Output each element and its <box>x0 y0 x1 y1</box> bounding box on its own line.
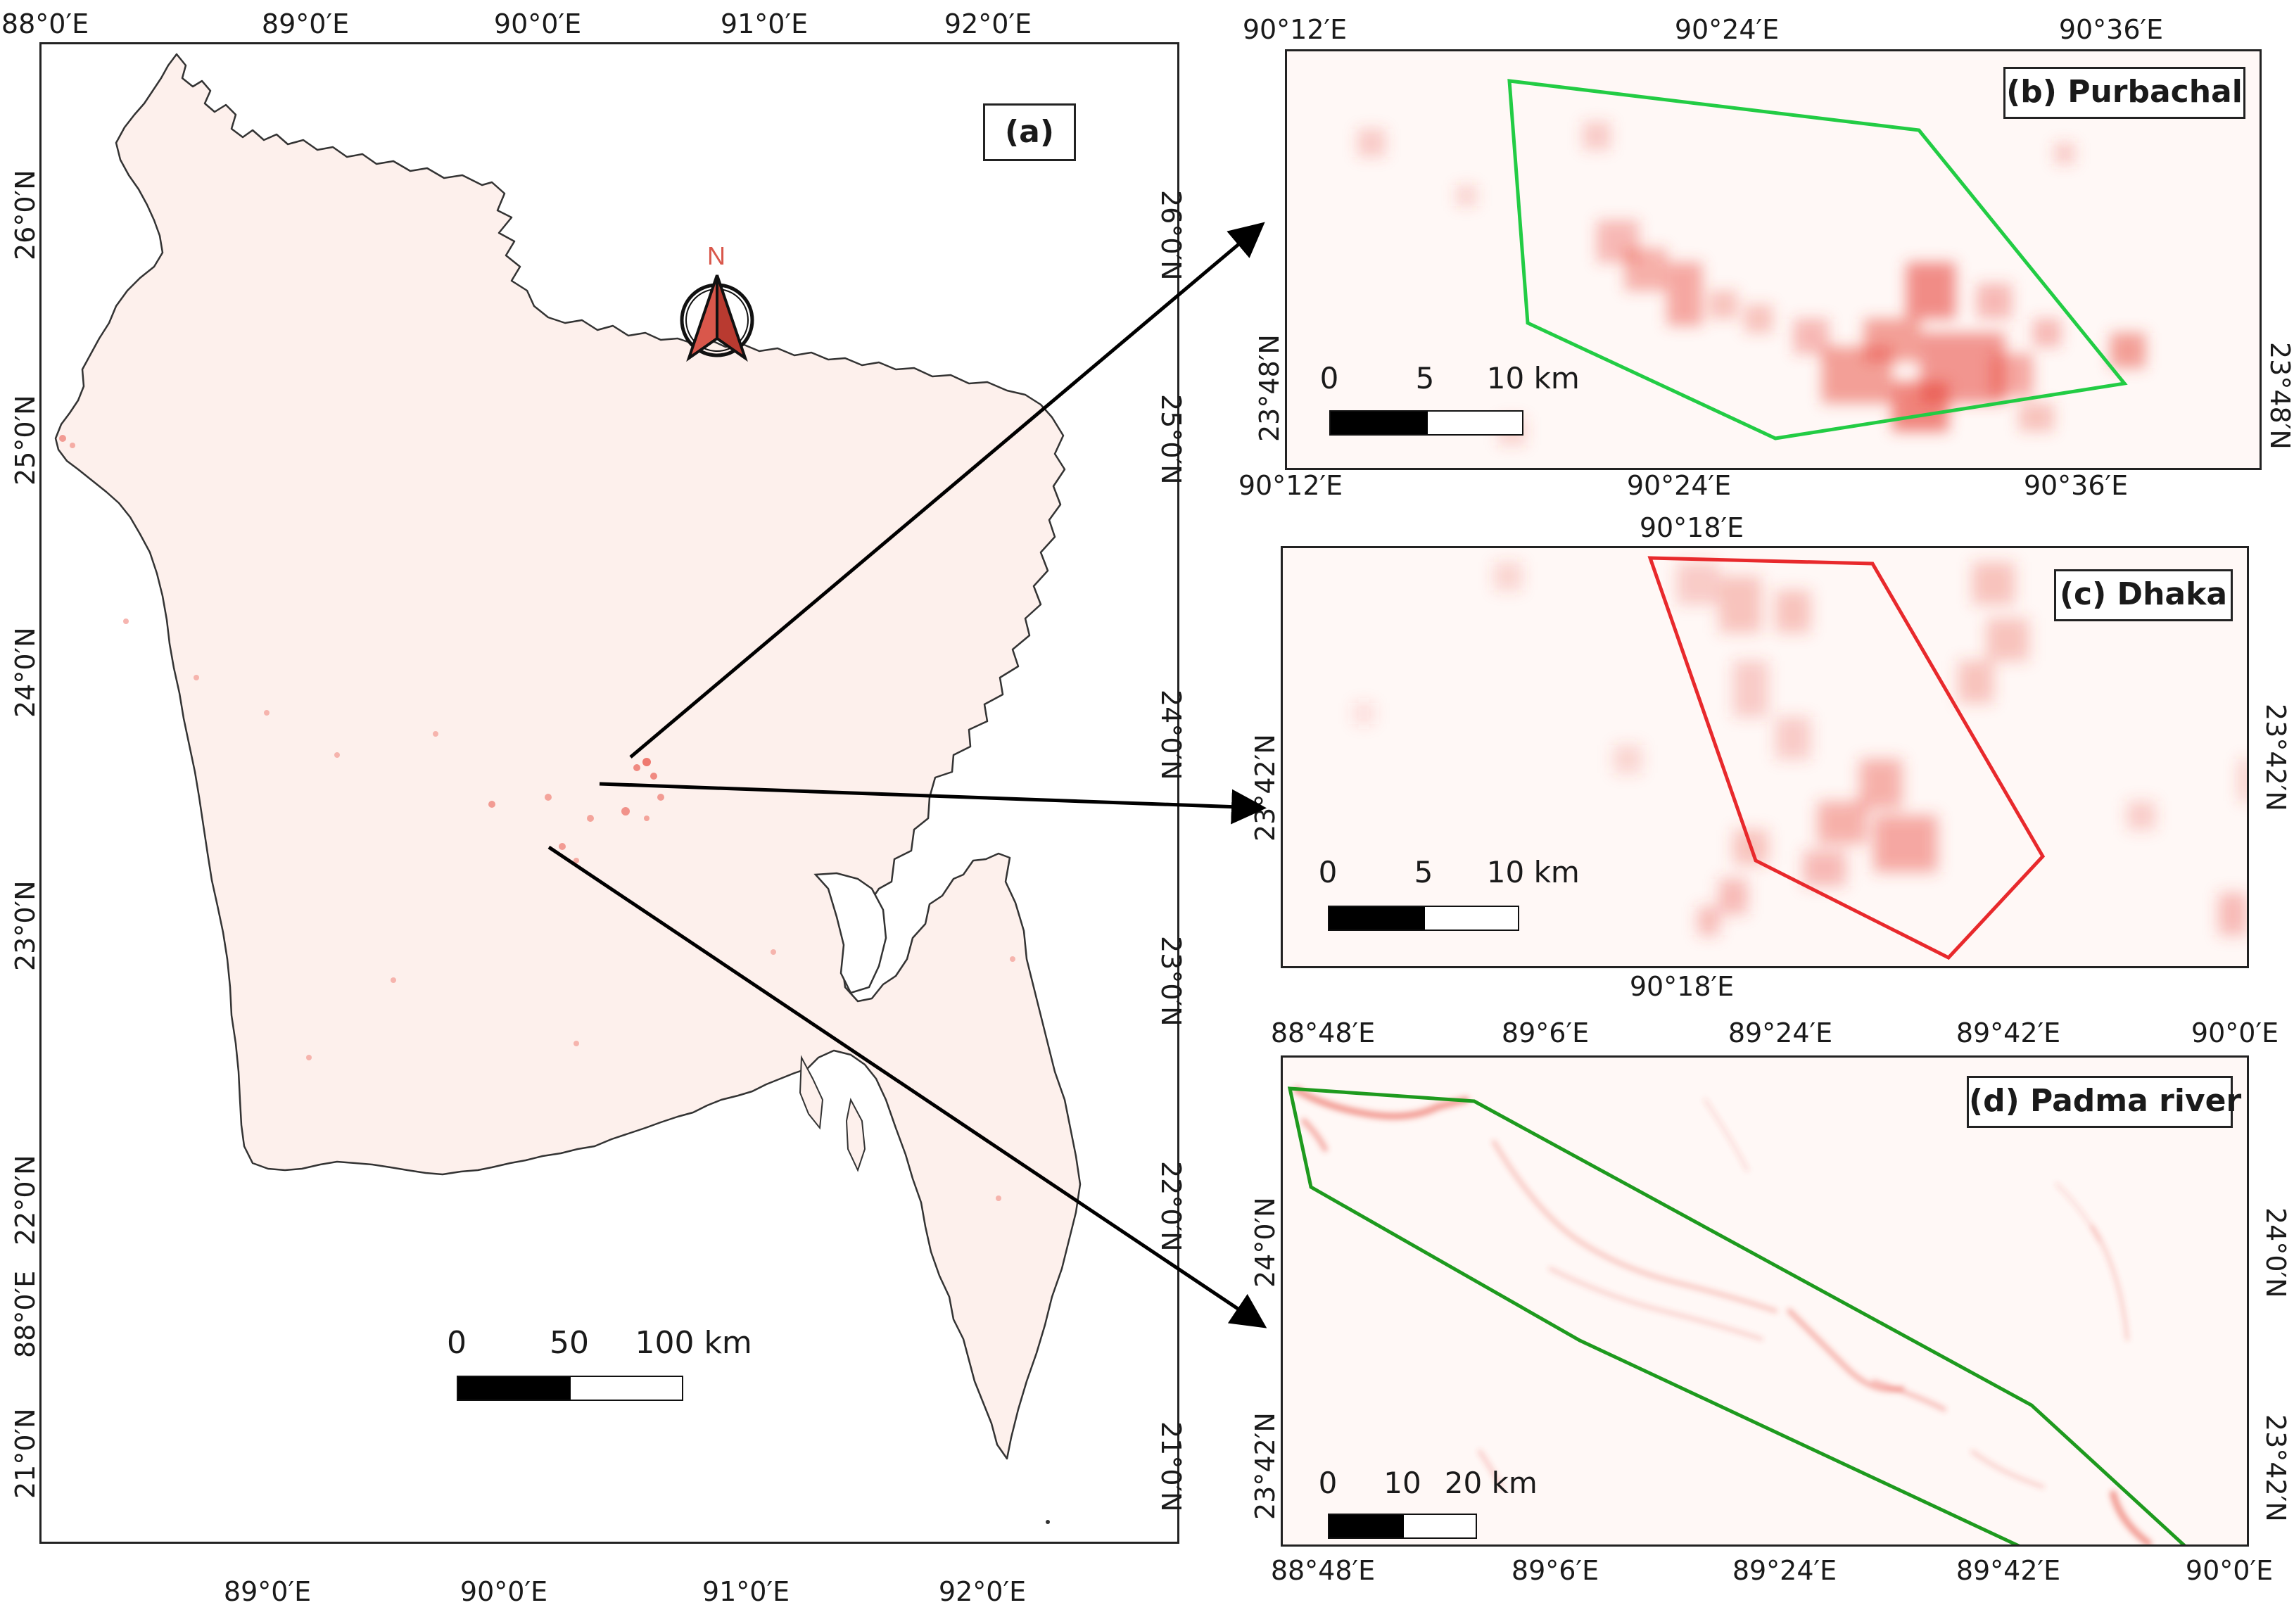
lat-label: 26°0′N <box>1155 190 1186 281</box>
north-arrow: N <box>668 241 766 368</box>
scale-tick-10: 10 <box>1383 1466 1421 1500</box>
lon-label: 90°36′E <box>2023 470 2129 501</box>
lon-label: 91°0′E <box>720 8 809 39</box>
lat-label: 23°0′N <box>1155 936 1186 1027</box>
panel-c-title: (c) Dhaka <box>2054 569 2233 621</box>
lon-label: 90°18′E <box>1639 512 1744 543</box>
lat-label: 22°0′N <box>10 1155 41 1245</box>
scale-tick-5: 5 <box>1415 361 1435 395</box>
lon-label: 89°24′E <box>1728 1017 1833 1048</box>
map-panel-a: (a) N 0 50 100 km <box>39 42 1179 1544</box>
island-outline <box>799 1055 824 1130</box>
lat-label: 25°0′N <box>10 395 41 486</box>
lon-label: 90°0′E <box>460 1576 548 1607</box>
lat-label: 21°0′N <box>10 1408 41 1499</box>
lat-label: 23°48′N <box>1254 334 1285 442</box>
panel-b-title: (b) Purbachal <box>2003 67 2245 119</box>
lon-label: 89°42′E <box>1956 1017 2061 1048</box>
lon-label: 90°0′E <box>2185 1555 2274 1586</box>
hotspot-layer <box>1357 122 2146 445</box>
map-panel-d: (d) Padma river 0 10 20 km <box>1281 1055 2249 1547</box>
scale-tick-0: 0 <box>1318 855 1338 889</box>
scale-tick-10: 10 km <box>1486 361 1580 395</box>
scale-tick-5: 5 <box>1414 855 1433 889</box>
scale-bar <box>457 1376 683 1401</box>
lat-label: 24°0′N <box>1250 1197 1281 1288</box>
padma-polygon <box>1287 1086 2186 1544</box>
map-panel-c: (c) Dhaka 0 5 10 km <box>1281 546 2249 968</box>
scale-bar-c: 0 5 10 km <box>1311 855 1580 946</box>
scale-bar <box>1328 1514 1477 1539</box>
dhaka-map <box>1353 556 2247 960</box>
lat-label: 24°0′N <box>1155 690 1186 780</box>
lon-label: 89°42′E <box>1956 1555 2061 1586</box>
padma-river-map <box>1287 1086 2186 1544</box>
lat-label: 23°42′N <box>2260 704 2291 811</box>
lat-label: 24°0′N <box>2260 1207 2291 1298</box>
river-hotspots <box>1293 1086 2152 1544</box>
panel-d-title: (d) Padma river <box>1967 1076 2241 1128</box>
lon-label: 89°0′E <box>223 1576 312 1607</box>
scale-tick-0: 0 <box>447 1325 467 1361</box>
lat-label: 22°0′N <box>1155 1161 1186 1252</box>
lon-label: 88°48′E <box>1270 1555 1376 1586</box>
scale-bar-d: 0 10 20 km <box>1311 1466 1538 1543</box>
lon-label: 88°0′E <box>1 8 89 39</box>
lat-label: 26°0′N <box>10 170 41 260</box>
lat-label: 23°48′N <box>2264 342 2294 450</box>
north-label: N <box>707 241 725 270</box>
map-panel-b: (b) Purbachal 0 5 10 km <box>1285 49 2262 470</box>
scale-bar <box>1329 410 1523 436</box>
lon-label: 90°12′E <box>1242 14 1348 45</box>
lat-label: 25°0′N <box>1155 394 1186 485</box>
lon-label: 90°36′E <box>2058 14 2164 45</box>
lon-label: 91°0′E <box>702 1576 790 1607</box>
lon-label: 90°12′E <box>1238 470 1343 501</box>
dhaka-polygon <box>1647 556 2046 960</box>
lon-label: 89°24′E <box>1732 1555 1837 1586</box>
scale-bar <box>1328 906 1519 931</box>
lon-label: 90°24′E <box>1626 470 1732 501</box>
panel-a-title: (a) <box>983 103 1076 161</box>
hotspot-layer <box>1353 562 2247 935</box>
lat-label: 88°0′E <box>10 1270 41 1358</box>
scale-tick-20: 20 km <box>1444 1466 1538 1500</box>
lat-label: 21°0′N <box>1155 1421 1186 1512</box>
lon-label: 90°18′E <box>1629 971 1735 1002</box>
lon-label: 89°6′E <box>1501 1017 1590 1048</box>
lon-label: 90°0′E <box>2191 1017 2279 1048</box>
lon-label: 89°6′E <box>1511 1555 1599 1586</box>
scale-tick-100: 100 km <box>635 1325 752 1361</box>
lon-label: 90°24′E <box>1674 14 1780 45</box>
lon-label: 90°0′E <box>493 8 582 39</box>
purbachal-polygon <box>1507 79 2128 440</box>
lat-label: 24°0′N <box>10 627 41 718</box>
scale-tick-0: 0 <box>1319 361 1339 395</box>
island-outline <box>845 1098 866 1172</box>
scale-tick-0: 0 <box>1318 1466 1338 1500</box>
lon-label: 89°0′E <box>261 8 350 39</box>
purbachal-map <box>1357 79 2146 445</box>
lat-label: 23°0′N <box>10 880 41 971</box>
lon-label: 92°0′E <box>944 8 1032 39</box>
lat-label: 23°42′N <box>1250 734 1281 842</box>
island-dot <box>1046 1520 1050 1524</box>
scale-tick-50: 50 <box>550 1325 589 1361</box>
lon-label: 88°48′E <box>1270 1017 1376 1048</box>
lon-label: 92°0′E <box>938 1576 1027 1607</box>
bangladesh-outline <box>54 53 1082 1460</box>
scale-bar-a: 0 50 100 km <box>436 1325 752 1409</box>
lat-label: 23°42′N <box>2260 1414 2291 1522</box>
lat-label: 23°42′N <box>1250 1412 1281 1520</box>
scale-bar-b: 0 5 10 km <box>1308 361 1580 452</box>
scale-tick-10: 10 km <box>1486 855 1580 889</box>
bangladesh-map <box>54 53 1082 1524</box>
